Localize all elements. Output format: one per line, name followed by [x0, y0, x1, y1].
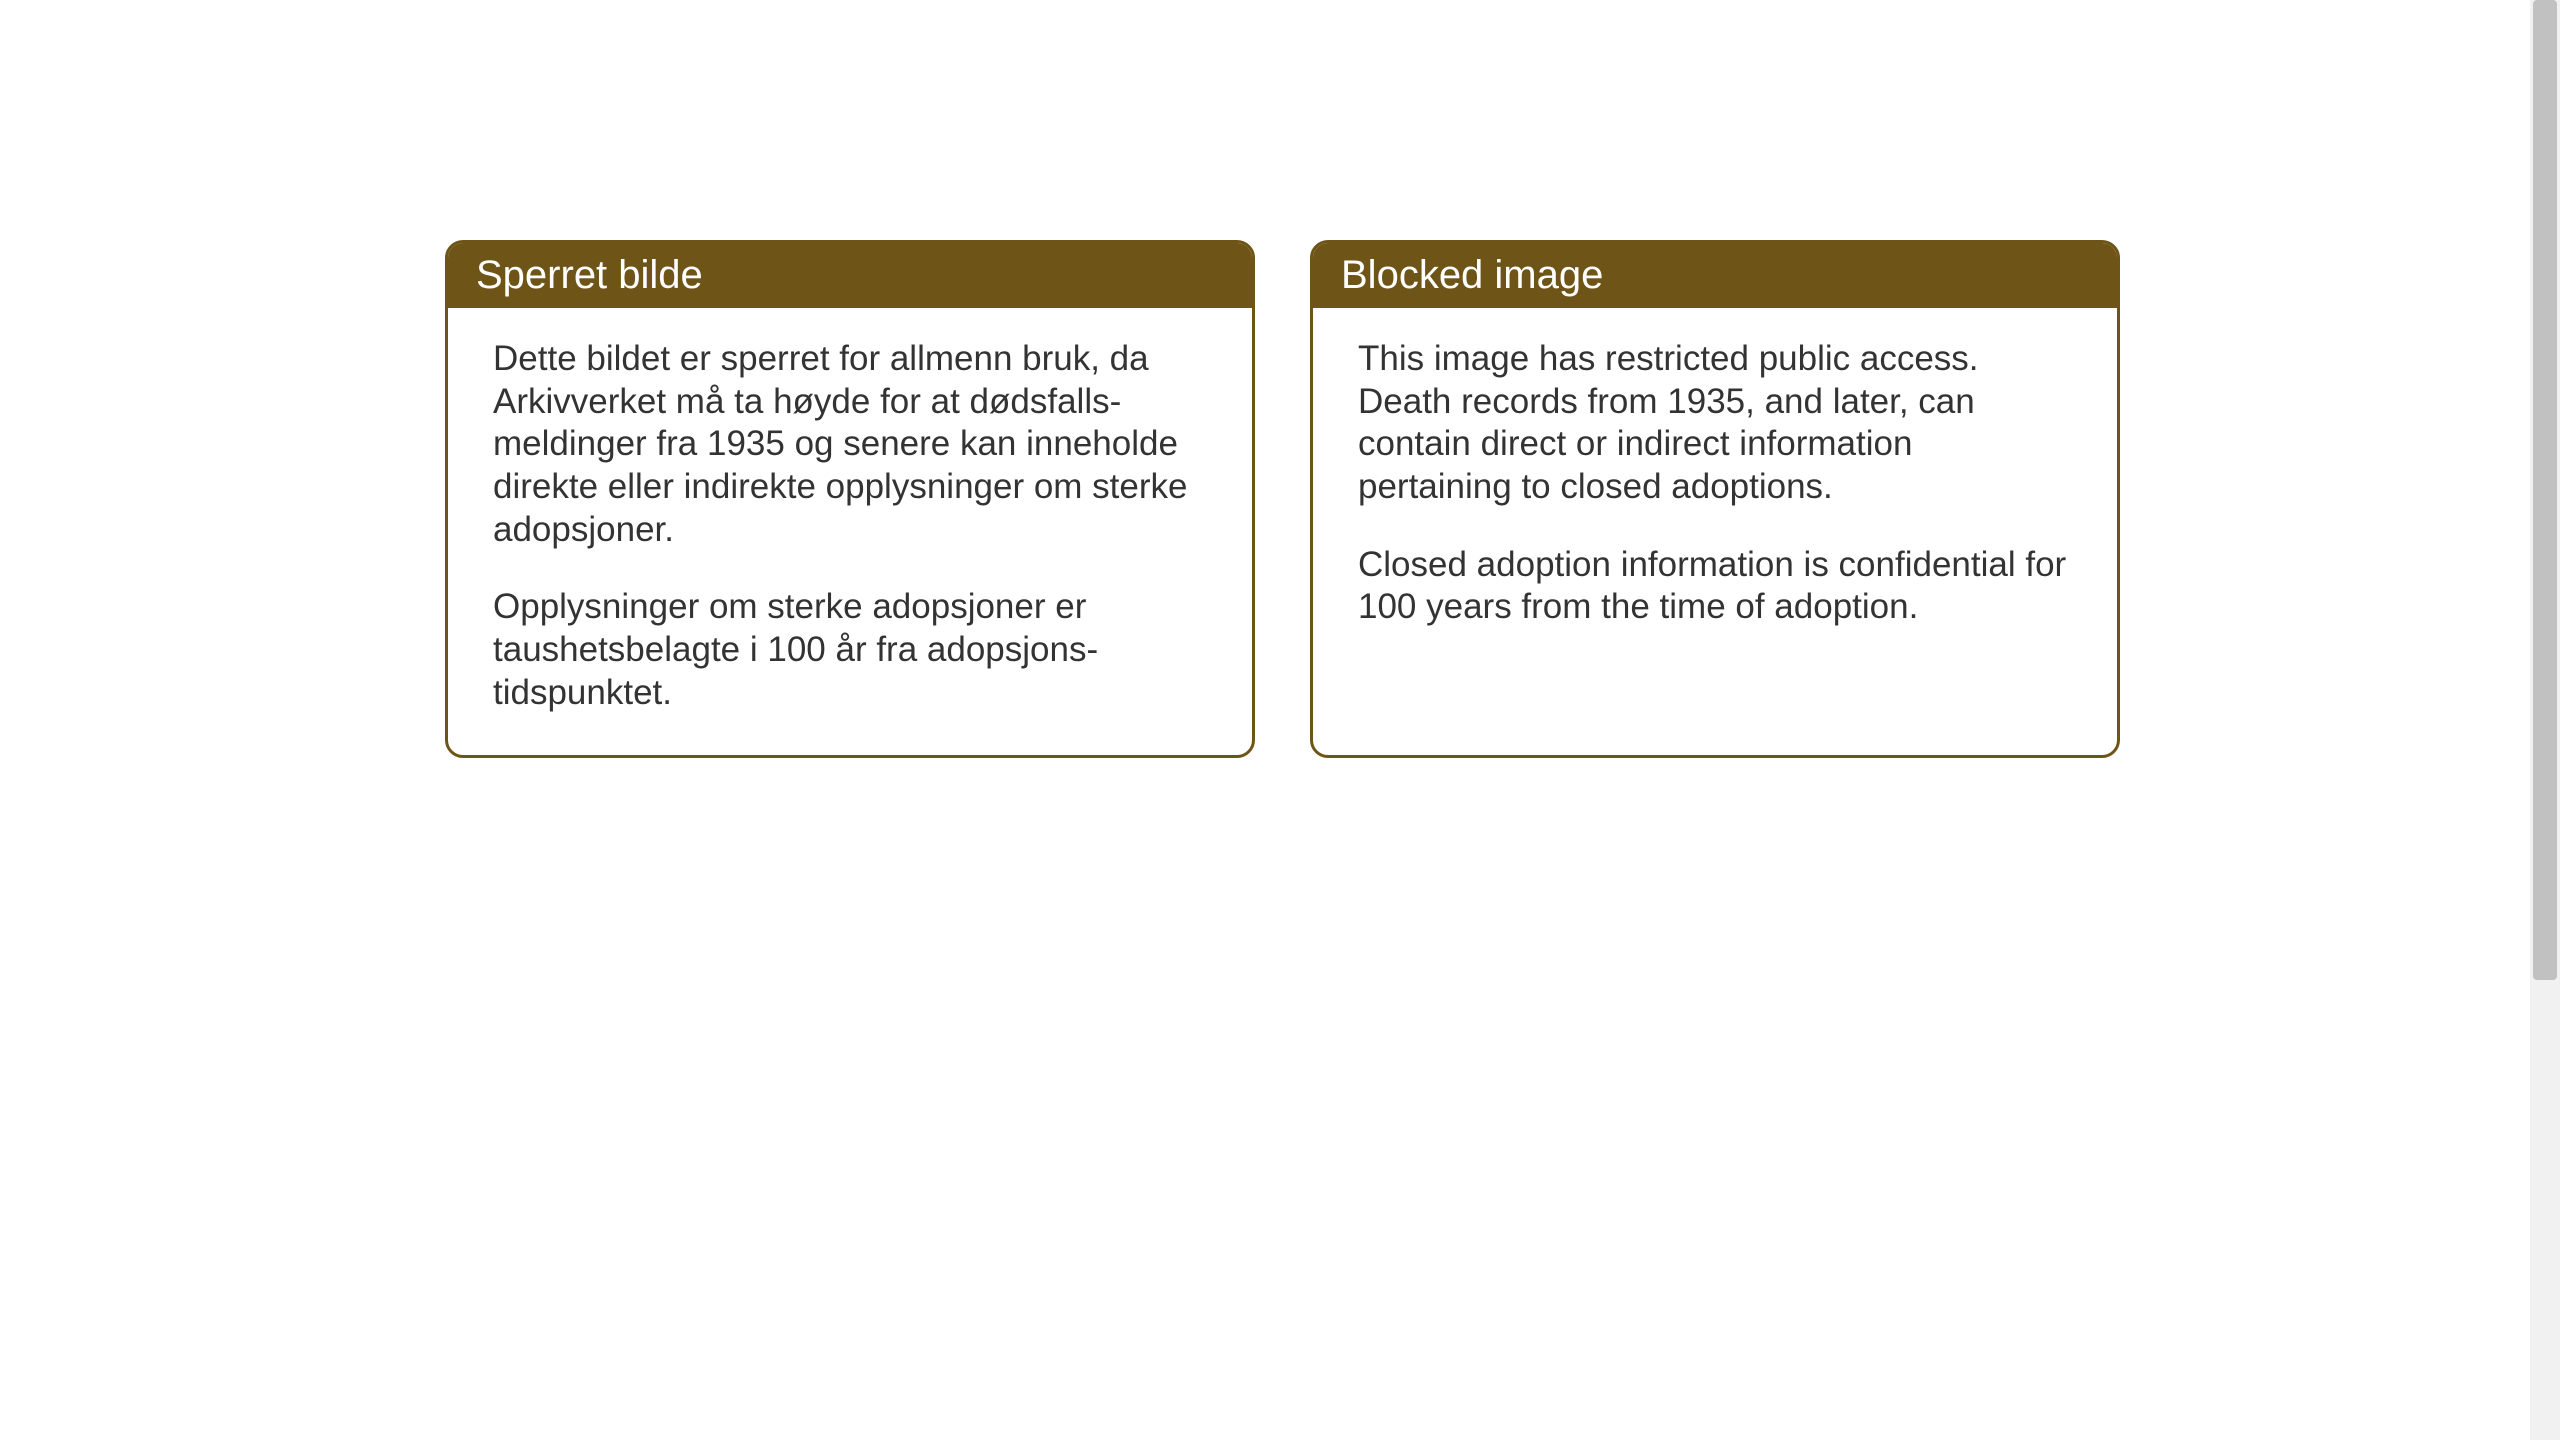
vertical-scrollbar[interactable] [2530, 0, 2560, 1440]
card-header: Blocked image [1313, 243, 2117, 308]
card-body: This image has restricted public access.… [1313, 308, 2117, 669]
notice-container: Sperret bilde Dette bildet er sperret fo… [445, 240, 2120, 758]
scrollbar-thumb[interactable] [2533, 0, 2557, 980]
card-paragraph: Dette bildet er sperret for allmenn bruk… [493, 338, 1207, 551]
notice-card-english: Blocked image This image has restricted … [1310, 240, 2120, 758]
card-title: Blocked image [1341, 253, 1603, 297]
card-paragraph: This image has restricted public access.… [1358, 338, 2072, 509]
card-paragraph: Opplysninger om sterke adopsjoner er tau… [493, 586, 1207, 714]
card-title: Sperret bilde [476, 253, 703, 297]
card-paragraph: Closed adoption information is confident… [1358, 544, 2072, 629]
notice-card-norwegian: Sperret bilde Dette bildet er sperret fo… [445, 240, 1255, 758]
card-body: Dette bildet er sperret for allmenn bruk… [448, 308, 1252, 755]
card-header: Sperret bilde [448, 243, 1252, 308]
